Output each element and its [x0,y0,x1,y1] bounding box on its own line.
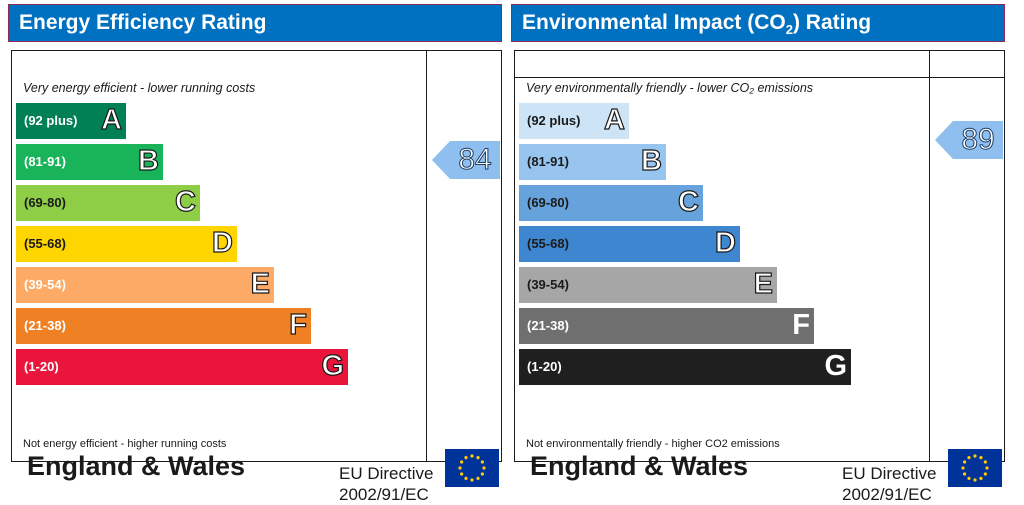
band-range-label: (39-54) [24,277,66,292]
band-letter: C [174,185,196,218]
current-rating-arrow: 89 [935,121,1003,159]
environmental-impact-title-sub: 2 [785,22,793,38]
environmental-impact-title-main: Environmental Impact (CO [522,11,786,34]
band-f: (21-38) F [16,308,311,344]
band-letter: G [824,350,847,382]
band-a: (92 plus) A [16,103,126,139]
eu-directive-line2: 2002/91/EC [842,485,932,504]
rating-arrow-shape [432,141,500,179]
band-range-label: (1-20) [527,359,562,374]
eu-directive: EU Directive 2002/91/EC [842,463,936,505]
eu-directive-line2: 2002/91/EC [339,485,429,504]
band-f: (21-38) F [519,308,814,344]
eu-directive-line1: EU Directive [339,464,434,483]
energy-efficiency-panel: Energy Efficiency Rating Very energy eff… [8,0,502,504]
band-d: (55-68) D [519,226,740,262]
band-d: (55-68) D [16,226,237,262]
band-letter: G [321,349,345,382]
bottom-caption: Not environmentally friendly - higher CO… [526,438,780,450]
header-row-line [515,77,1004,78]
eu-flag-icon [948,449,1002,487]
band-c: (69-80) C [16,185,200,221]
current-rating-value: 89 [961,123,995,157]
band-range-label: (81-91) [527,154,569,169]
band-letter: A [603,103,625,136]
band-b: (81-91) B [16,144,163,180]
energy-chart-box: Very energy efficient - lower running co… [11,50,502,504]
eu-directive-line1: EU Directive [842,464,937,483]
band-letter: E [753,267,774,300]
band-letter: F [792,309,810,341]
band-b: (81-91) B [519,144,666,180]
environmental-chart-box: Very environmentally friendly - lower CO… [514,50,1005,504]
current-rating-arrow: 84 [432,141,500,179]
environmental-impact-title: Environmental Impact (CO2) Rating [511,4,1005,42]
band-range-label: (21-38) [24,318,66,333]
band-e: (39-54) E [16,267,274,303]
band-letter: A [100,103,122,136]
band-letter: B [640,144,662,177]
band-letter: F [289,308,308,341]
band-range-label: (21-38) [527,318,569,333]
band-letter: B [137,144,159,177]
band-g: (1-20) G [16,349,348,385]
band-e: (39-54) E [519,267,777,303]
eu-directive: EU Directive 2002/91/EC [339,463,433,505]
band-range-label: (92 plus) [24,113,78,128]
band-range-label: (39-54) [527,277,569,292]
band-range-label: (69-80) [527,195,569,210]
band-range-label: (55-68) [24,236,66,251]
band-range-label: (55-68) [527,236,569,251]
band-letter: C [677,185,699,218]
environmental-impact-title-end: ) Rating [792,11,872,34]
band-letter: E [250,267,271,300]
top-caption: Very environmentally friendly - lower CO… [526,81,814,95]
band-a: (92 plus) A [519,103,629,139]
current-rating-value: 84 [458,143,492,177]
region-label: England & Wales [530,451,749,481]
rating-arrow-shape [935,121,1003,159]
eu-flag-icon [445,449,499,487]
region-label: England & Wales [27,451,246,481]
band-letter: D [714,226,736,259]
top-caption: Very energy efficient - lower running co… [23,81,256,95]
environmental-impact-panel: Environmental Impact (CO2) Rating Very e… [511,0,1005,504]
bottom-caption: Not energy efficient - higher running co… [23,438,227,450]
band-range-label: (92 plus) [527,113,581,128]
band-range-label: (81-91) [24,154,66,169]
column-divider [426,51,427,461]
band-g: (1-20) G [519,349,851,385]
energy-efficiency-title-text: Energy Efficiency Rating [19,11,267,34]
band-letter: D [211,226,233,259]
energy-efficiency-title: Energy Efficiency Rating [8,4,502,42]
band-c: (69-80) C [519,185,703,221]
band-range-label: (69-80) [24,195,66,210]
column-divider [929,51,930,461]
band-range-label: (1-20) [24,359,59,374]
